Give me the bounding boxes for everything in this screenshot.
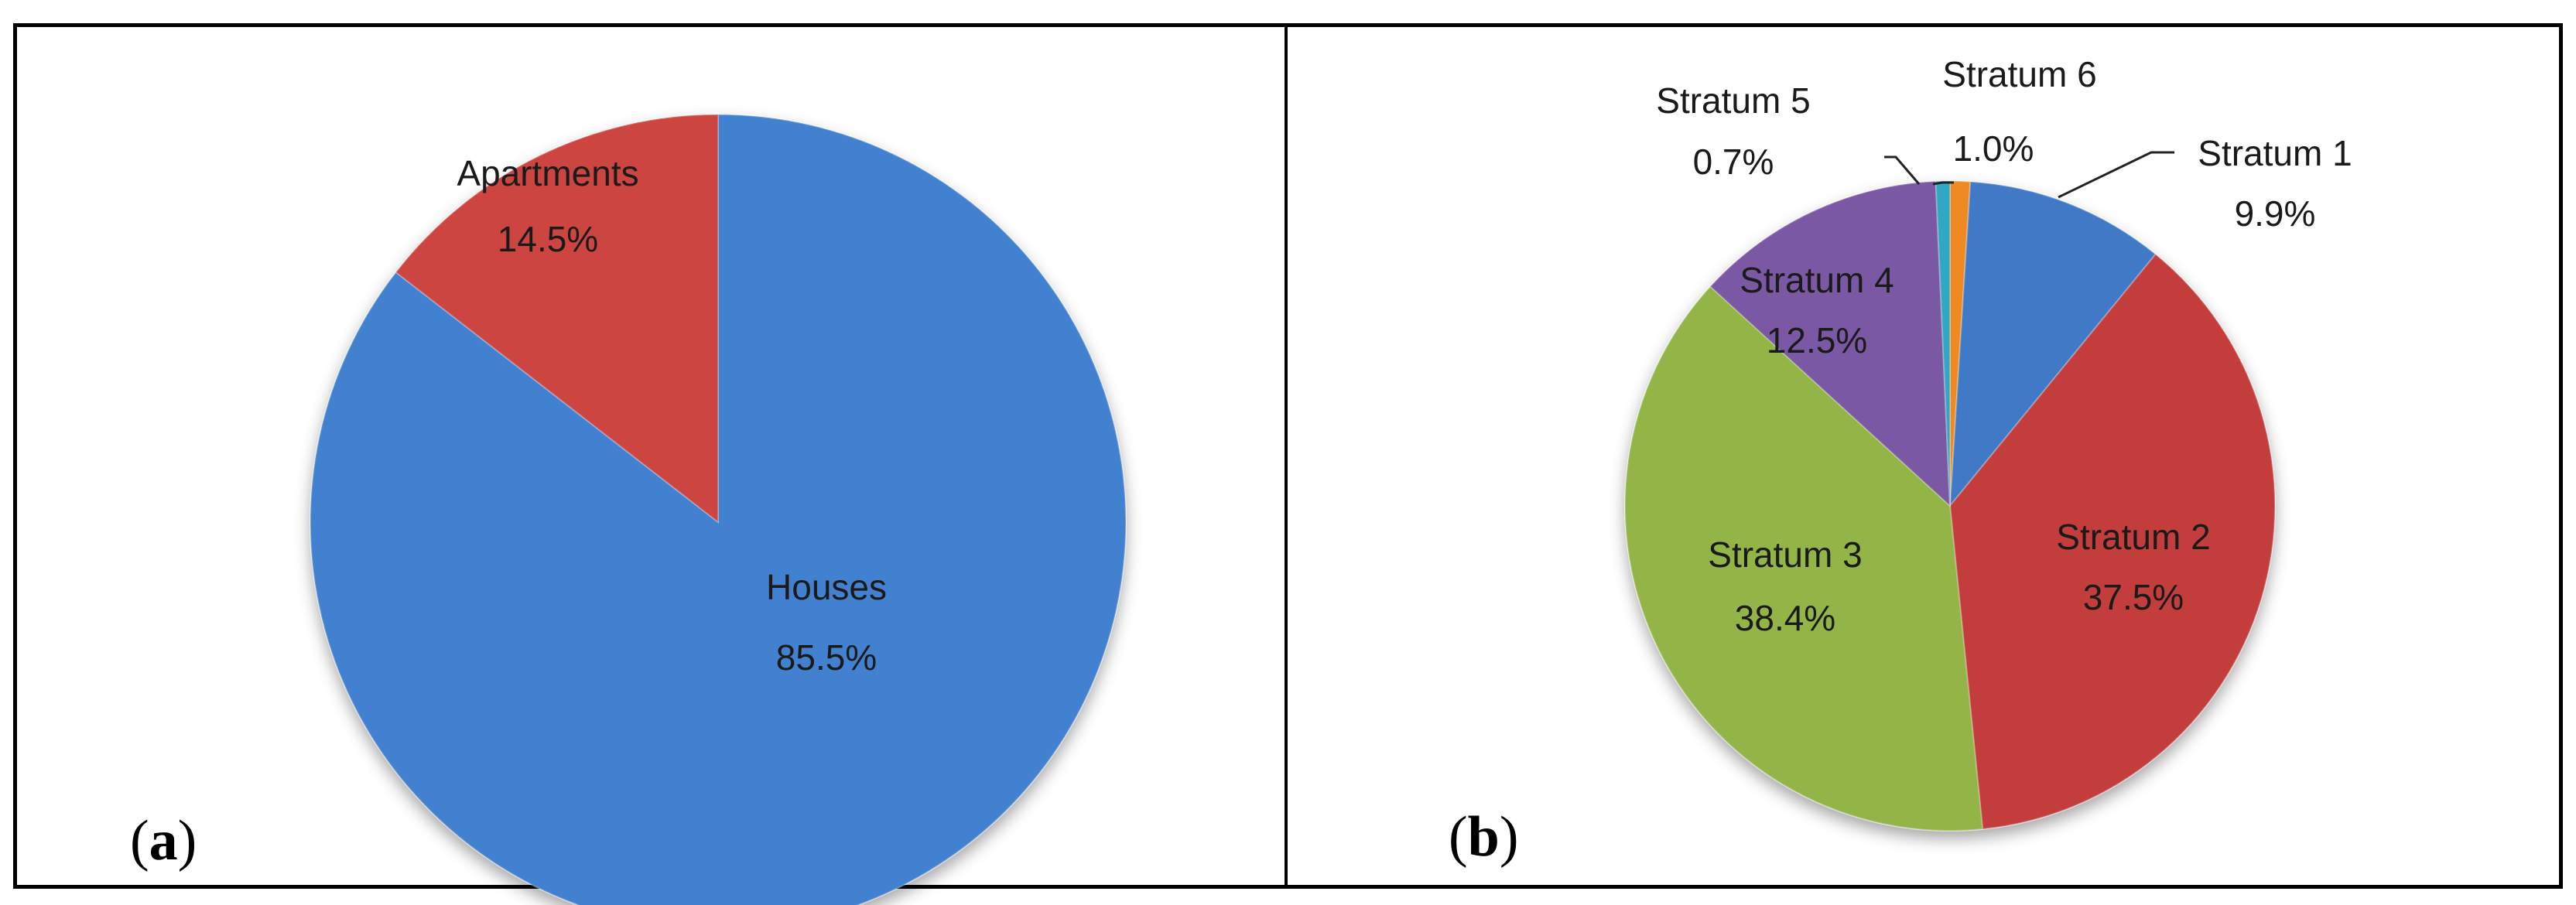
label-houses-value: 85.5% (776, 637, 877, 678)
pie-chart-housing-type (310, 113, 1127, 905)
label-stratum-1-value: 9.9% (2235, 193, 2316, 234)
label-stratum-2-name: Stratum 2 (2056, 517, 2210, 557)
pie-slice-stratum-3 (1624, 285, 1984, 832)
panel-divider (1285, 23, 1288, 889)
label-stratum-5-name: Stratum 5 (1656, 80, 1810, 121)
pie-slice-apartments (395, 113, 719, 524)
panel-label-b: (b) (1449, 804, 1518, 870)
label-stratum-4-value: 12.5% (1767, 320, 1867, 360)
pie-slice-stratum-1 (1948, 180, 2157, 509)
label-stratum-5-value: 0.7% (1693, 142, 1774, 182)
pie-slice-stratum-4 (1709, 180, 1952, 508)
label-stratum-4-name: Stratum 4 (1740, 260, 1894, 300)
pie-slice-houses (310, 113, 1127, 905)
figure-frame (13, 23, 2563, 889)
label-houses-name: Houses (766, 567, 887, 607)
leader-line-stratum-6 (1932, 181, 1954, 186)
paren-close: ) (177, 809, 197, 873)
label-stratum-3-name: Stratum 3 (1708, 534, 1862, 575)
pie-slice-stratum-5 (1935, 179, 1951, 507)
panel-letter-b: b (1467, 805, 1500, 869)
paren-open: ( (1449, 805, 1468, 869)
pie-chart-strata (1624, 179, 2276, 832)
label-stratum-6-name: Stratum 6 (1942, 54, 2096, 94)
leader-line-stratum-5 (1884, 155, 1921, 185)
panel-label-a: (a) (130, 808, 197, 874)
label-stratum-3-value: 38.4% (1735, 598, 1835, 638)
label-stratum-6-value: 1.0% (1953, 128, 2034, 169)
paren-open: ( (130, 809, 149, 873)
pie-slice-stratum-2 (1948, 253, 2276, 830)
panel-letter-a: a (149, 809, 178, 873)
label-stratum-1-name: Stratum 1 (2198, 133, 2352, 173)
paren-close: ) (1499, 805, 1519, 869)
label-apartments-name: Apartments (457, 153, 638, 193)
leader-line-stratum-1 (2058, 151, 2174, 199)
label-stratum-2-value: 37.5% (2083, 577, 2184, 617)
label-apartments-value: 14.5% (498, 219, 598, 259)
leader-lines (1884, 151, 2174, 199)
